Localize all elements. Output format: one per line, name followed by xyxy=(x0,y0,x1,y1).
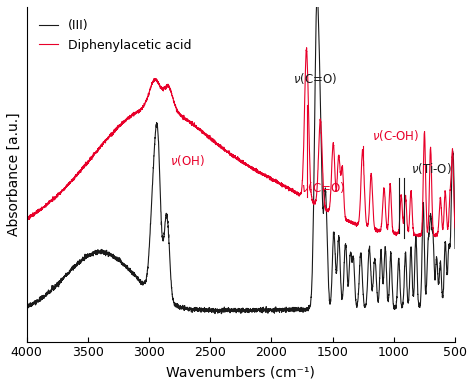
Diphenylacetic acid xyxy=(416,234,421,239)
Text: $\nu$(C=O): $\nu$(C=O) xyxy=(293,71,337,86)
(III) xyxy=(419,243,425,248)
(III) xyxy=(278,306,284,311)
(III) xyxy=(452,246,458,251)
(III) xyxy=(226,308,232,313)
Diphenylacetic acid xyxy=(452,226,458,230)
Diphenylacetic acid xyxy=(226,151,232,156)
Diphenylacetic acid xyxy=(419,220,425,225)
Text: $\nu$(C=O): $\nu$(C=O) xyxy=(301,180,345,195)
Diphenylacetic acid xyxy=(278,182,283,187)
Line: (III): (III) xyxy=(27,0,455,314)
Diphenylacetic acid xyxy=(113,128,119,133)
Diphenylacetic acid xyxy=(179,113,184,118)
Y-axis label: Absorbance [a.u.]: Absorbance [a.u.] xyxy=(7,112,21,236)
Diphenylacetic acid xyxy=(304,46,310,50)
(III) xyxy=(296,308,302,313)
(III) xyxy=(179,307,184,312)
(III) xyxy=(113,256,119,260)
Diphenylacetic acid xyxy=(296,192,301,197)
Line: Diphenylacetic acid: Diphenylacetic acid xyxy=(27,48,455,237)
Text: $\nu$(C-OH): $\nu$(C-OH) xyxy=(373,128,419,143)
X-axis label: Wavenumbers (cm⁻¹): Wavenumbers (cm⁻¹) xyxy=(166,365,315,379)
Text: $\nu$(OH): $\nu$(OH) xyxy=(170,153,205,168)
Diphenylacetic acid xyxy=(24,216,29,220)
Legend: (III), Diphenylacetic acid: (III), Diphenylacetic acid xyxy=(33,13,198,58)
(III) xyxy=(219,312,224,316)
(III) xyxy=(24,303,29,308)
Text: $\nu$(Ti-O): $\nu$(Ti-O) xyxy=(411,161,452,176)
